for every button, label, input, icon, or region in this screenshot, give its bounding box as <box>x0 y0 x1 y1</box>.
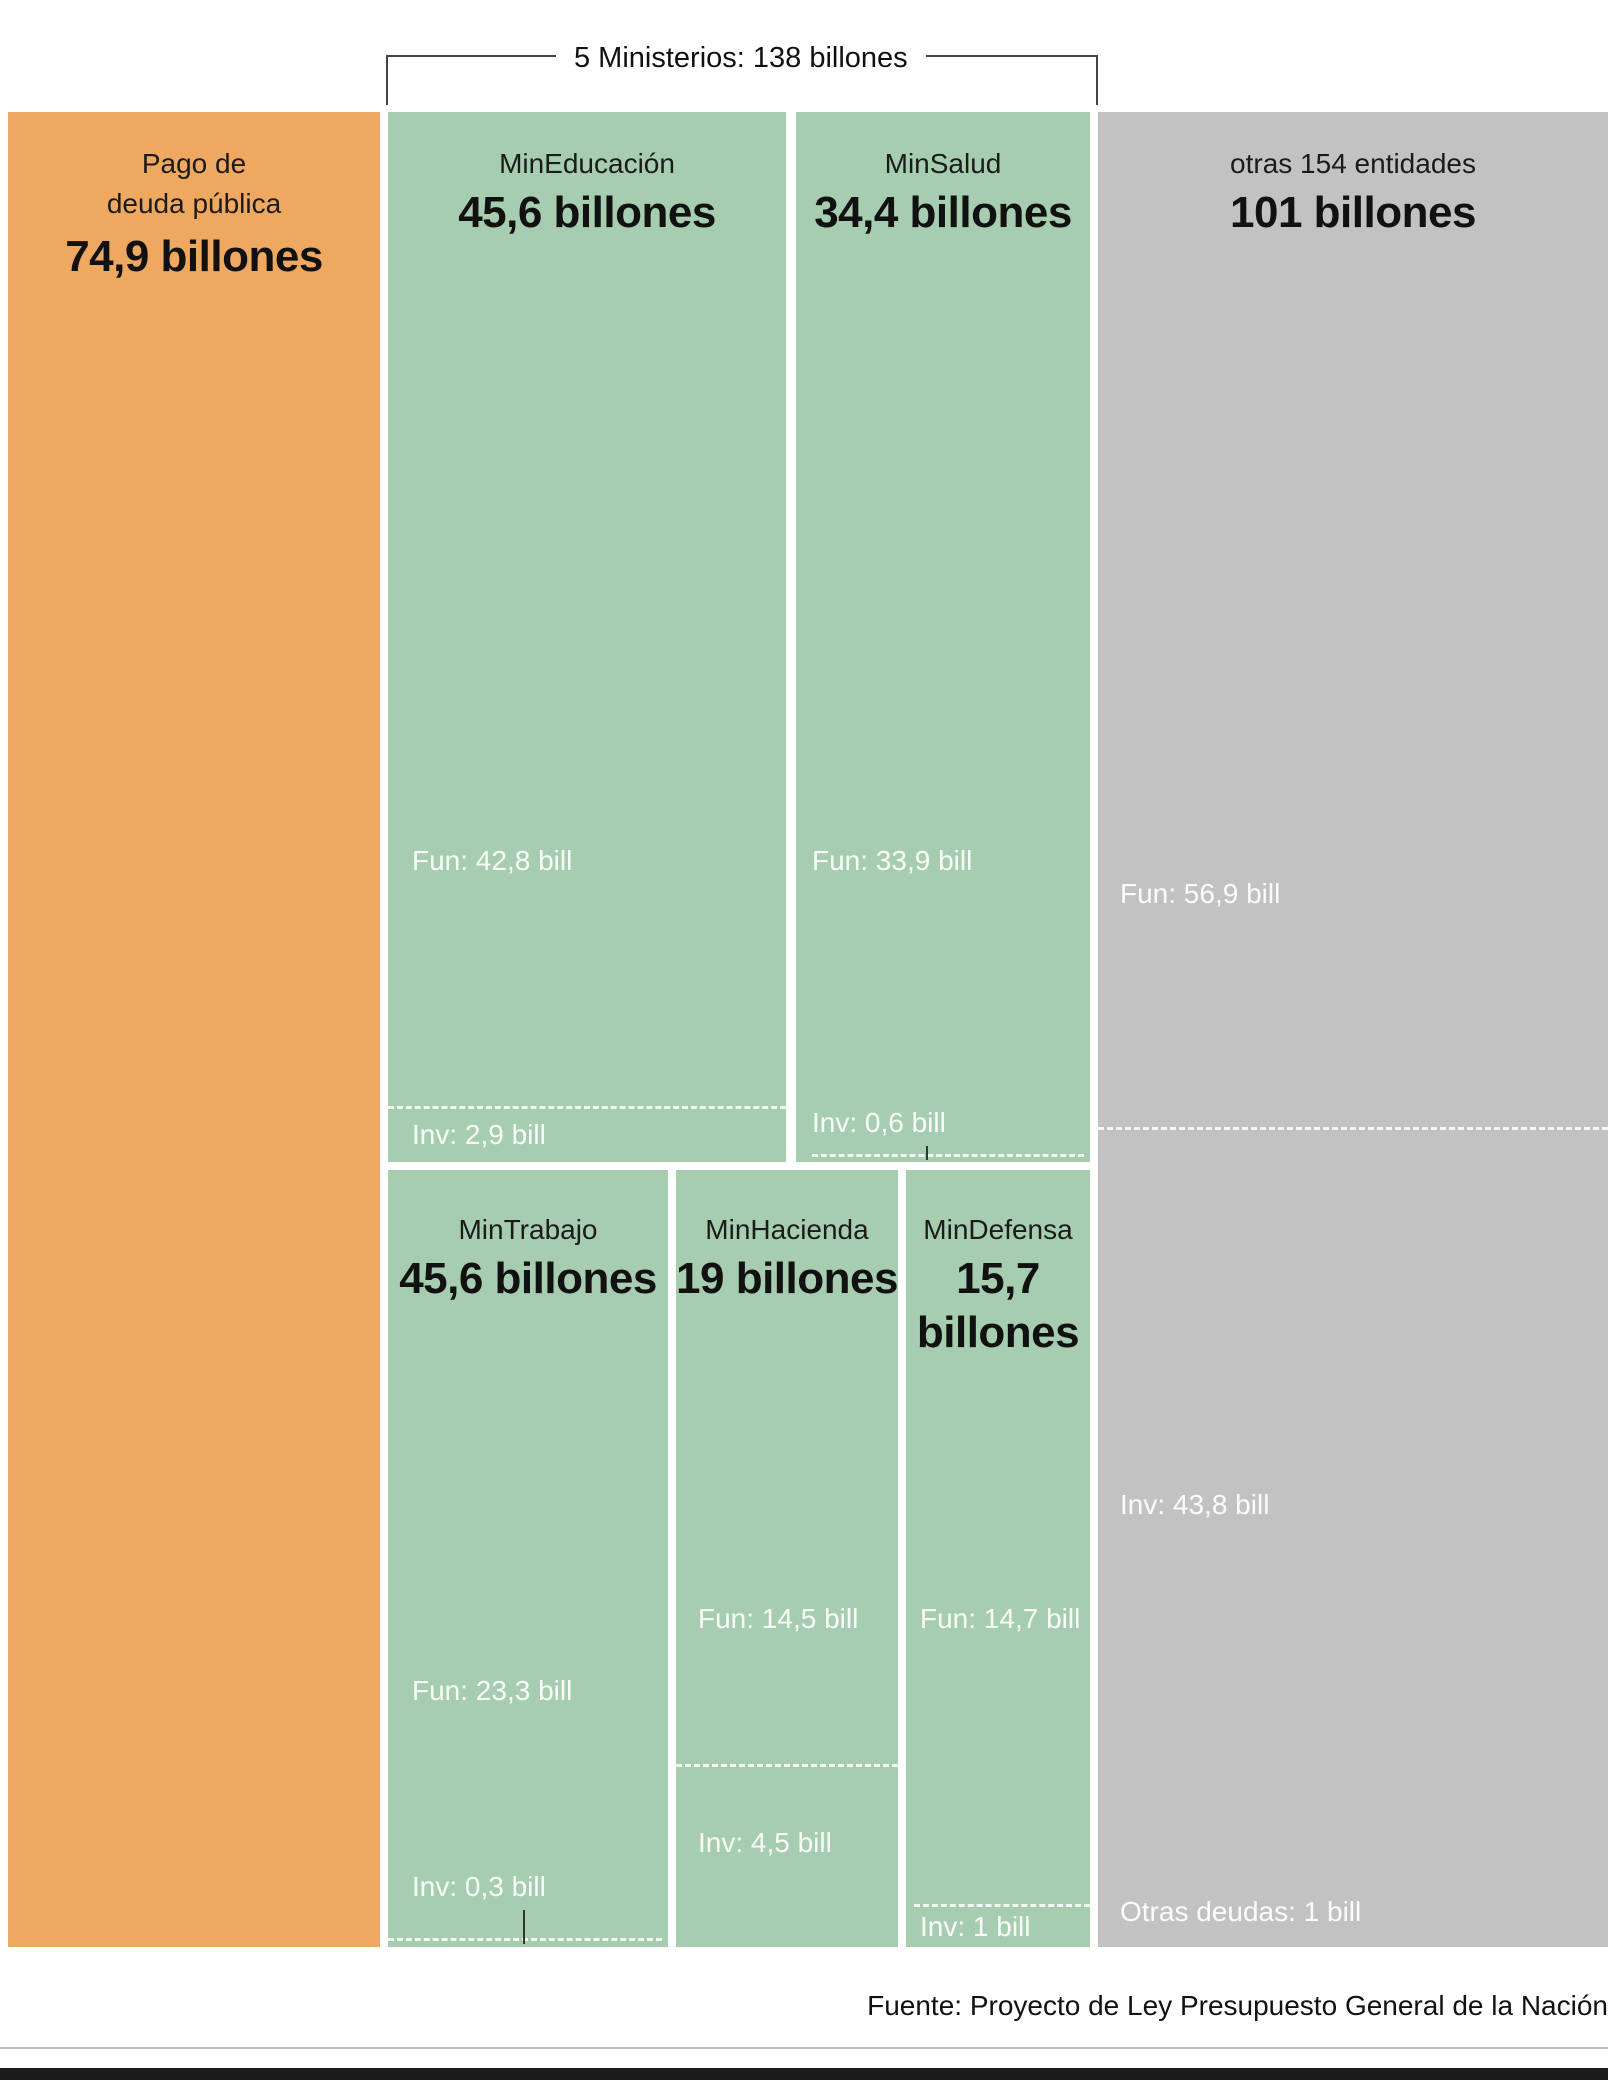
otras-deudas-label: Otras deudas: 1 bill <box>1120 1896 1362 1927</box>
cell-name-salud: MinSalud <box>884 148 1002 179</box>
footer-bar <box>0 2068 1608 2080</box>
divider-defensa <box>914 1904 1090 1907</box>
divider-hacienda <box>676 1764 898 1767</box>
inv-label-hacienda: Inv: 4,5 bill <box>698 1827 832 1858</box>
footer-divider <box>0 2047 1608 2049</box>
fun-label-otras: Fun: 56,9 bill <box>1120 878 1281 909</box>
inv-label-educacion: Inv: 2,9 bill <box>412 1119 546 1150</box>
inv-label-trabajo: Inv: 0,3 bill <box>412 1871 546 1902</box>
treemap-cell-otras: otras 154 entidades 101 billones Fun: 56… <box>1098 112 1608 1947</box>
cell-value-defensa: 15,7 billones <box>916 1254 1080 1357</box>
divider-educacion <box>388 1106 786 1109</box>
divider-otras <box>1098 1127 1608 1130</box>
cell-name-trabajo: MinTrabajo <box>458 1214 598 1245</box>
fun-label-hacienda: Fun: 14,5 bill <box>698 1603 859 1634</box>
bracket-label: 5 Ministerios: 138 billones <box>556 38 926 78</box>
treemap-cell-salud: MinSalud 34,4 billones Fun: 33,9 bill In… <box>796 112 1090 1162</box>
cell-value-educacion: 45,6 billones <box>458 188 716 237</box>
inv-label-defensa: Inv: 1 bill <box>920 1911 1031 1942</box>
fun-label-trabajo: Fun: 23,3 bill <box>412 1675 573 1706</box>
divider-salud <box>812 1154 1084 1157</box>
cell-name-deuda: Pago de deuda pública <box>106 148 282 219</box>
divider-trabajo <box>388 1938 662 1941</box>
cell-value-trabajo: 45,6 billones <box>399 1254 657 1303</box>
cell-name-defensa: MinDefensa <box>923 1214 1073 1245</box>
cell-value-salud: 34,4 billones <box>814 188 1072 237</box>
treemap-cell-educacion: MinEducación 45,6 billones Fun: 42,8 bil… <box>388 112 786 1162</box>
inv-pointer-trabajo <box>523 1910 525 1944</box>
cell-name-otras: otras 154 entidades <box>1230 148 1476 179</box>
inv-pointer-salud <box>926 1146 928 1160</box>
source-note: Fuente: Proyecto de Ley Presupuesto Gene… <box>867 1990 1608 2021</box>
cell-value-otras: 101 billones <box>1230 188 1476 237</box>
treemap-cell-hacienda: MinHacienda 19 billones Fun: 14,5 bill I… <box>676 1170 898 1947</box>
cell-value-deuda: 74,9 billones <box>65 232 323 281</box>
fun-label-salud: Fun: 33,9 bill <box>812 845 973 876</box>
treemap-cell-trabajo: MinTrabajo 45,6 billones Fun: 23,3 bill … <box>388 1170 668 1947</box>
inv-label-salud: Inv: 0,6 bill <box>812 1107 946 1138</box>
treemap-cell-defensa: MinDefensa 15,7 billones Fun: 14,7 bill … <box>906 1170 1090 1947</box>
inv-label-otras: Inv: 43,8 bill <box>1120 1489 1270 1520</box>
fun-label-defensa: Fun: 14,7 bill <box>920 1603 1081 1634</box>
cell-name-hacienda: MinHacienda <box>705 1214 869 1245</box>
cell-name-educacion: MinEducación <box>499 148 675 179</box>
fun-label-educacion: Fun: 42,8 bill <box>412 845 573 876</box>
treemap-cell-deuda: Pago de deuda pública 74,9 billones <box>8 112 380 1947</box>
cell-value-hacienda: 19 billones <box>676 1254 898 1303</box>
